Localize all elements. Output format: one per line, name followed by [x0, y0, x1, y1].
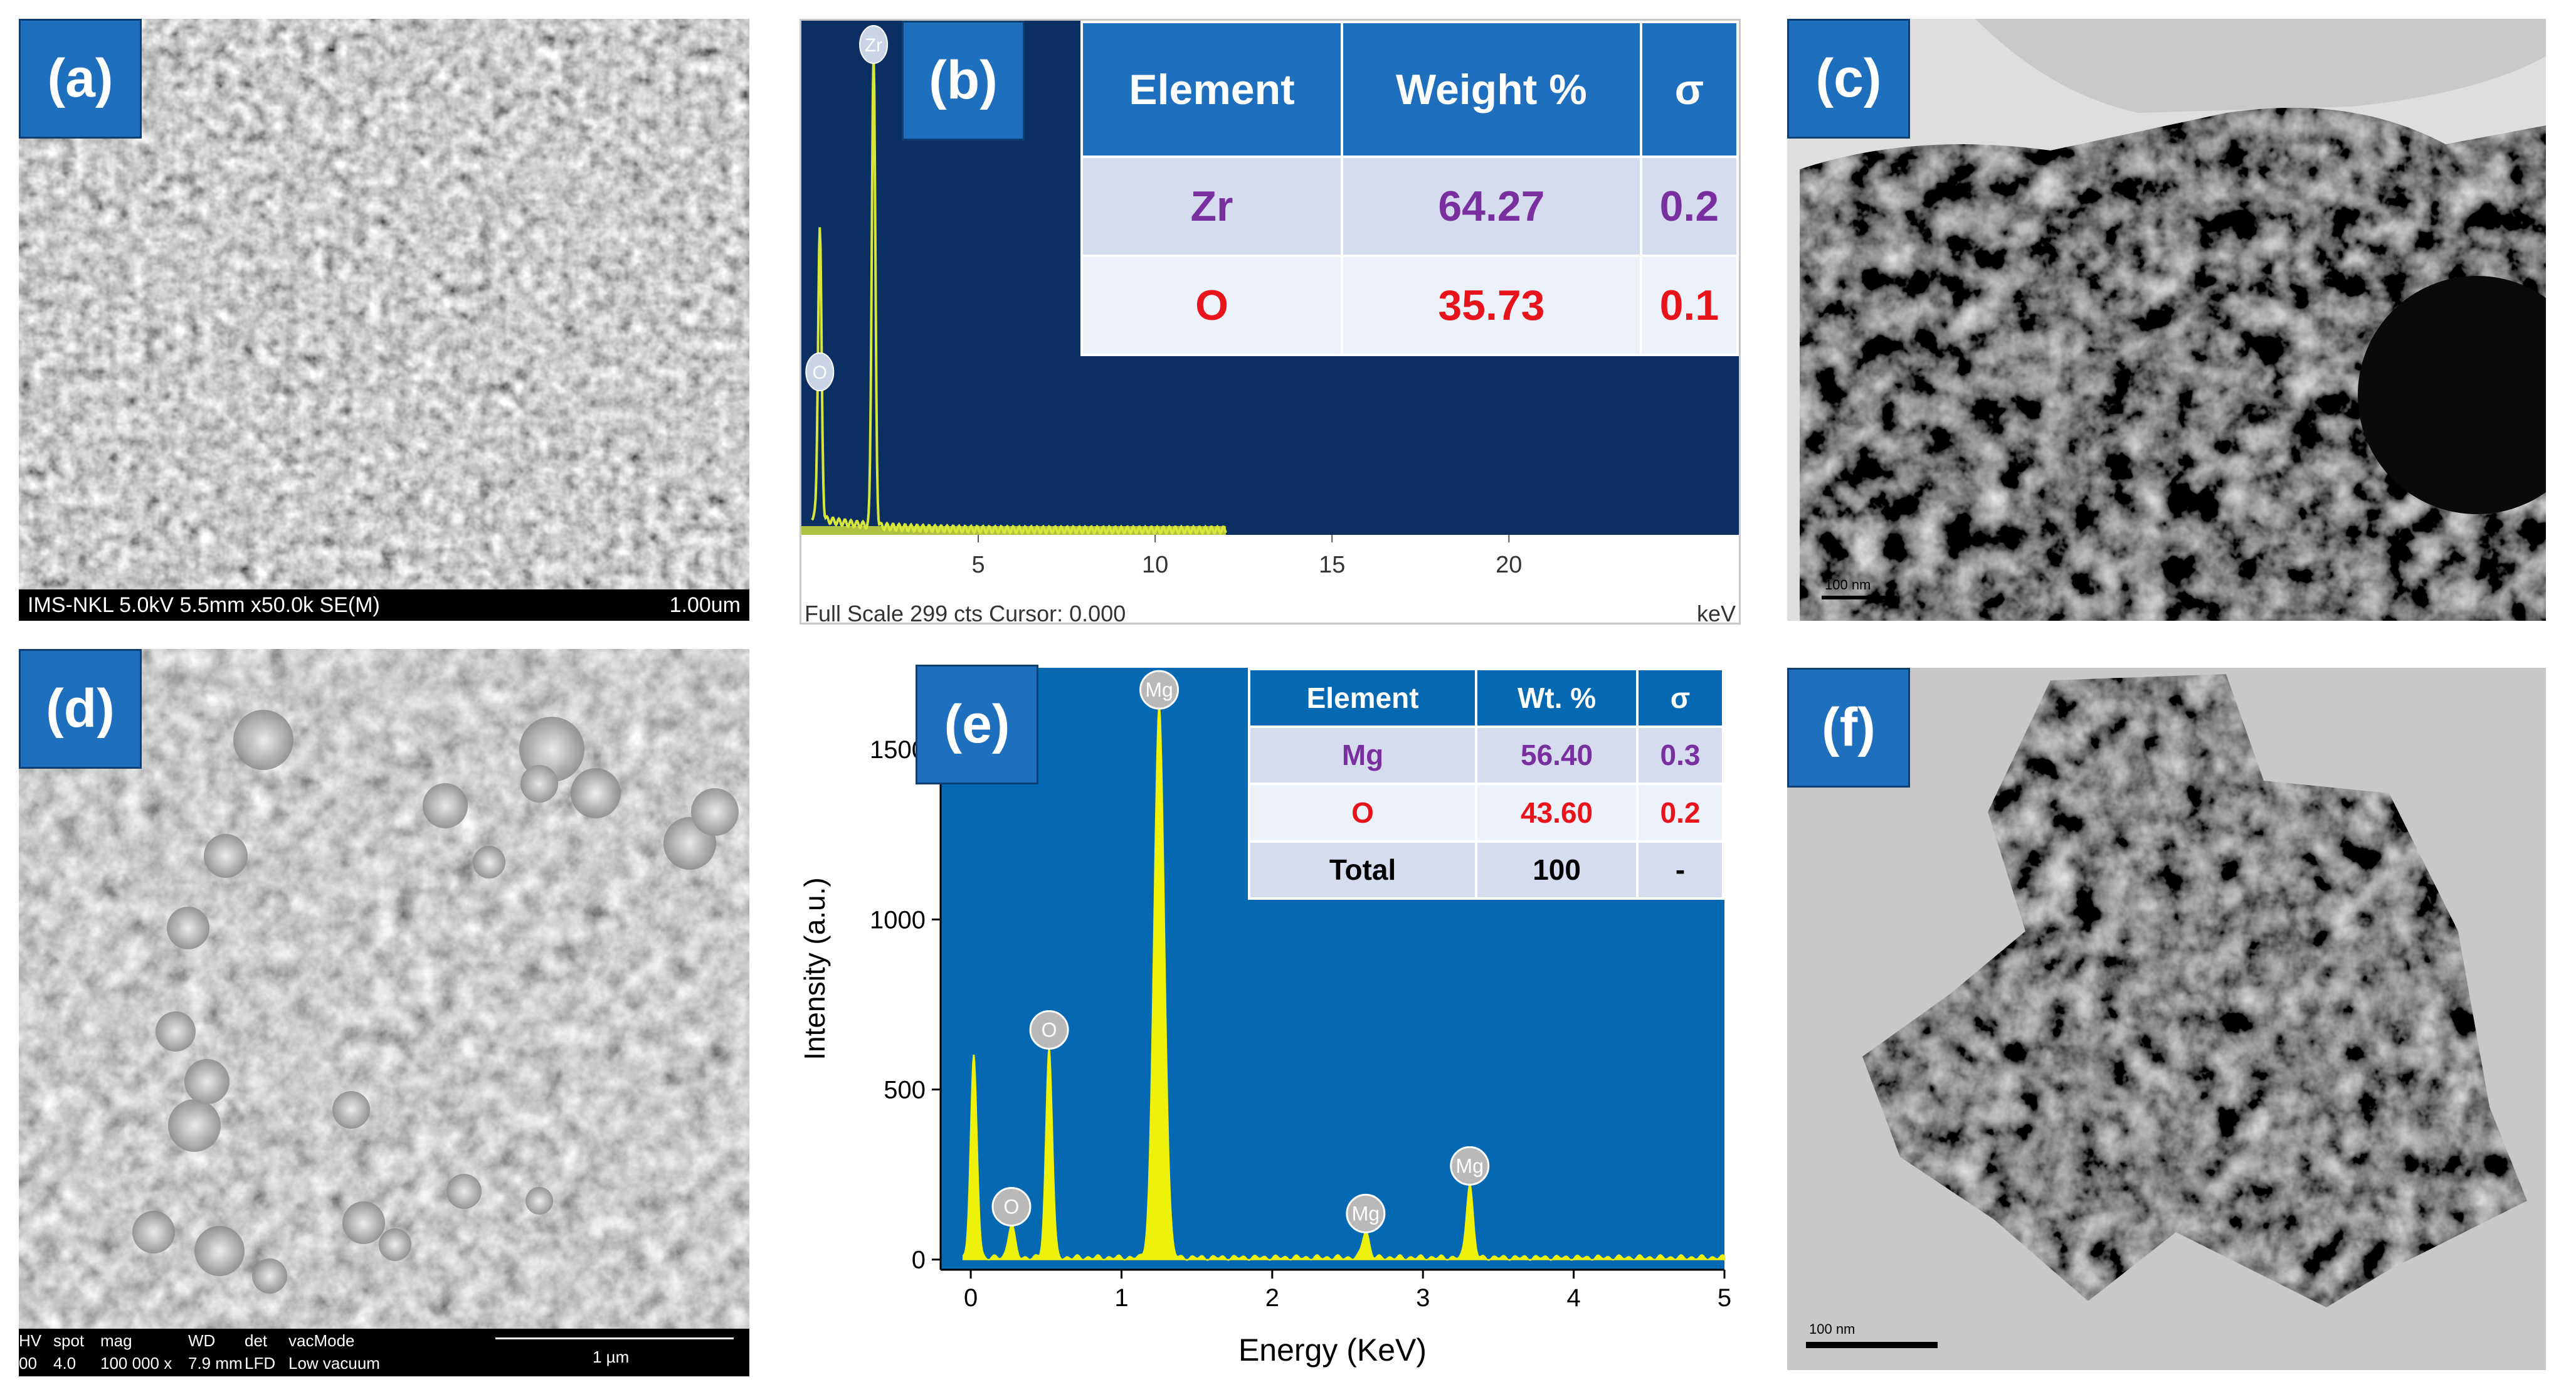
table-cell: 100: [1475, 840, 1639, 900]
sem-texture-d: [19, 649, 749, 1376]
table-cell: 0.3: [1636, 725, 1724, 785]
table-header: σ: [1639, 21, 1739, 158]
panel-label-e: (e): [916, 665, 1038, 784]
table-cell: Total: [1247, 840, 1478, 900]
y-tick-label: 0: [912, 1247, 926, 1274]
peak-marker: [1139, 670, 1180, 710]
composition-table-e: Element Wt. % σ Mg 56.40 0.3 O 43.60 0.2…: [1247, 668, 1724, 900]
x-tick-label: 3: [1416, 1284, 1430, 1312]
sem-scale-label: 1 µm: [593, 1348, 630, 1366]
peak-label: Mg: [1456, 1154, 1484, 1177]
sem-scale-label: 1.00um: [669, 593, 741, 617]
spectrum-status: Full Scale 299 cts Cursor: 0.000: [805, 601, 1126, 623]
table-cell: O: [1080, 255, 1344, 356]
sem-value: LFD: [245, 1354, 276, 1373]
sem-header: WD: [188, 1331, 216, 1350]
table-cell: 56.40: [1475, 725, 1639, 785]
sem-header: spot: [53, 1331, 85, 1350]
sem-value: 4.0: [53, 1354, 77, 1373]
tem-image-f: 100 nm (f): [1787, 668, 2546, 1370]
table-cell: 64.27: [1341, 156, 1642, 257]
sem-header: HV: [19, 1331, 42, 1350]
x-tick-label: 5: [1718, 1284, 1731, 1312]
y-tick-label: 1000: [870, 906, 926, 934]
table-cell: 35.73: [1341, 255, 1642, 356]
peak-label: Mg: [1352, 1202, 1380, 1225]
table-header: Element: [1080, 21, 1344, 158]
table-header: Wt. %: [1475, 668, 1639, 728]
panel-label-a: (a): [19, 19, 142, 139]
x-tick-label: 20: [1496, 552, 1522, 578]
peak-marker: [859, 25, 889, 64]
spectrum-baseline: [801, 526, 1226, 535]
y-axis-label: Intensity (a.u.): [798, 877, 831, 1060]
sem-image-a: IMS-NKL 5.0kV 5.5mm x50.0k SE(M) 1.00um …: [19, 19, 749, 621]
sem-value: 100 000 x: [100, 1354, 172, 1373]
peak-label: O: [813, 362, 827, 383]
tem-scale-label: 100 nm: [1825, 577, 1871, 593]
sem-scale-bar: [495, 1337, 734, 1339]
composition-table-b: Element Weight % σ Zr 64.27 0.2 O 35.73 …: [1080, 21, 1739, 356]
peak-label: O: [1004, 1195, 1020, 1218]
peak-label: Zr: [865, 35, 882, 56]
peak-label: O: [1042, 1018, 1057, 1041]
peak-marker: [1029, 1010, 1069, 1050]
tem-texture-c: 100 nm: [1800, 19, 2546, 621]
peak-label: Mg: [1145, 678, 1173, 701]
sem-value: 7.9 mm: [188, 1354, 243, 1373]
x-tick-label: 1: [1114, 1284, 1128, 1312]
x-tick-label: 15: [1319, 552, 1345, 578]
panel-label-d: (d): [19, 649, 142, 769]
x-tick-label: 0: [964, 1284, 978, 1312]
panel-label-f: (f): [1787, 668, 1910, 788]
panel-label-b: (b): [902, 21, 1025, 140]
table-cell: Mg: [1247, 725, 1478, 785]
table-cell: Zr: [1080, 156, 1344, 257]
sem-header: vacMode: [288, 1331, 355, 1350]
table-cell: O: [1247, 783, 1478, 843]
y-tick-label: 500: [884, 1077, 926, 1104]
peak-marker: [991, 1186, 1032, 1226]
table-cell: 0.2: [1636, 783, 1724, 843]
sem-info-text: IMS-NKL 5.0kV 5.5mm x50.0k SE(M): [28, 593, 380, 617]
sem-value: Low vacuum: [288, 1354, 380, 1373]
peak-marker: [1450, 1146, 1490, 1186]
table-header: σ: [1636, 668, 1724, 728]
x-axis-label: Energy (KeV): [1238, 1332, 1427, 1368]
table-cell: 43.60: [1475, 783, 1639, 843]
panel-label-c: (c): [1787, 19, 1910, 139]
tem-image-c: 100 nm (c): [1787, 19, 2546, 621]
x-tick-label: 5: [972, 552, 985, 578]
sem-info-bar-a: IMS-NKL 5.0kV 5.5mm x50.0k SE(M) 1.00um: [19, 589, 749, 621]
sem-value: 00 kV: [19, 1354, 38, 1376]
sem-image-d: HV spot mag WD det vacMode 00 kV 4.0 100…: [19, 649, 749, 1376]
peak-marker: [1346, 1193, 1386, 1233]
x-tick-label: 4: [1566, 1284, 1580, 1312]
peak-marker: [805, 352, 835, 391]
x-tick-label: 2: [1265, 1284, 1279, 1312]
table-cell: 0.1: [1639, 255, 1739, 356]
sem-header: mag: [100, 1331, 132, 1350]
table-header: Weight %: [1341, 21, 1642, 158]
x-unit-label: keV: [1697, 601, 1736, 623]
sem-info-bar-d: HV spot mag WD det vacMode 00 kV 4.0 100…: [19, 1329, 749, 1376]
table-cell: 0.2: [1639, 156, 1739, 257]
x-tick-label: 10: [1142, 552, 1168, 578]
tem-scale-label: 100 nm: [1809, 1321, 1855, 1337]
sem-header: det: [245, 1331, 268, 1350]
table-header: Element: [1247, 668, 1478, 728]
spectrum-trace: [963, 704, 1726, 1261]
table-cell: -: [1636, 840, 1724, 900]
tem-texture-f: 100 nm: [1806, 674, 2527, 1348]
eds-panel-b: O Zr 5 10 15 20 Full Scale 299 cts Cursor: 0.0…: [800, 19, 1741, 625]
eds-panel-e: O O Mg Mg Mg 0 1 2 3 4 5 0 500 1000 1500 Energy (KeV) In…: [790, 649, 1737, 1376]
